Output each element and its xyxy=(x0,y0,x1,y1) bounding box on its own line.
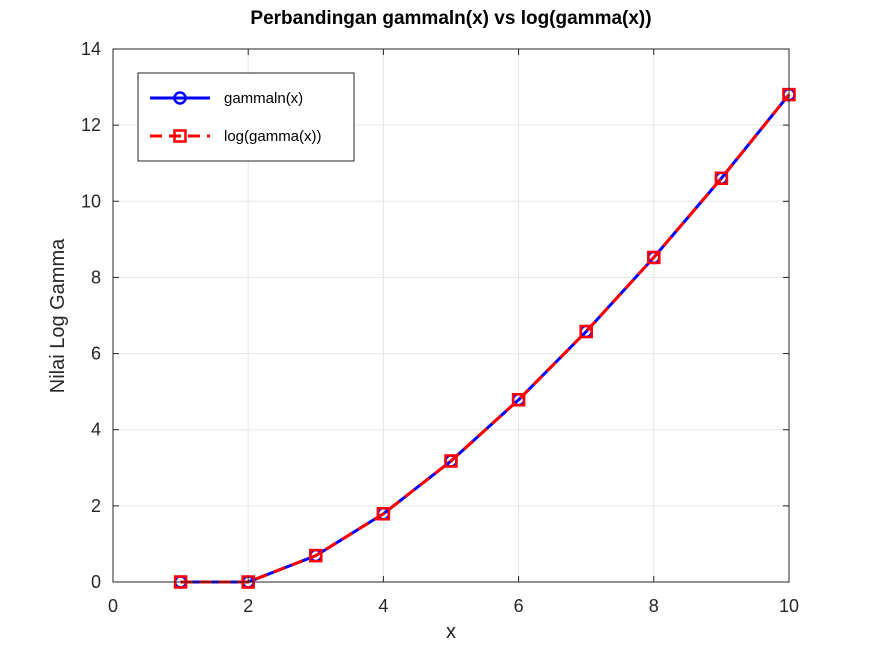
data-point xyxy=(714,171,729,186)
data-point xyxy=(579,324,593,339)
legend-entry: log(gamma(x)) xyxy=(150,128,322,145)
y-axis-label: Nilai Log Gamma xyxy=(47,238,69,393)
y-tick-label: 12 xyxy=(81,115,101,135)
chart-title: Perbandingan gammaln(x) vs log(gamma(x)) xyxy=(250,8,651,29)
y-tick-label: 6 xyxy=(91,344,101,364)
data-point xyxy=(511,393,526,407)
y-tick-label: 4 xyxy=(91,420,101,440)
x-tick-label: 10 xyxy=(779,596,799,616)
legend-label: gammaln(x) xyxy=(224,90,303,107)
legend-label: log(gamma(x)) xyxy=(224,128,322,145)
data-point xyxy=(309,548,323,563)
x-tick-label: 8 xyxy=(649,596,659,616)
ticks: 0 2 4 6 8 10 0 2 4 6 8 10 12 14 xyxy=(81,39,799,616)
legend: gammaln(x) log(gamma(x)) xyxy=(137,72,355,162)
legend-box xyxy=(137,72,355,162)
legend-marker xyxy=(173,91,187,105)
y-tick-label: 10 xyxy=(81,191,101,211)
series-line xyxy=(180,93,791,584)
x-tick-label: 2 xyxy=(243,596,253,616)
x-tick-label: 6 xyxy=(514,596,524,616)
data-point xyxy=(444,454,458,468)
plot-frame xyxy=(112,48,790,583)
y-tick-label: 0 xyxy=(91,572,101,592)
y-tick-label: 2 xyxy=(91,496,101,516)
x-tick-label: 4 xyxy=(378,596,388,616)
data-point xyxy=(647,250,661,265)
x-axis-label: x xyxy=(446,621,456,643)
data-point xyxy=(376,507,391,521)
legend-marker xyxy=(173,129,187,143)
y-tick-label: 14 xyxy=(81,39,101,59)
x-tick-label: 0 xyxy=(108,596,118,616)
y-tick-label: 8 xyxy=(91,267,101,287)
legend-entry: gammaln(x) xyxy=(150,90,303,107)
